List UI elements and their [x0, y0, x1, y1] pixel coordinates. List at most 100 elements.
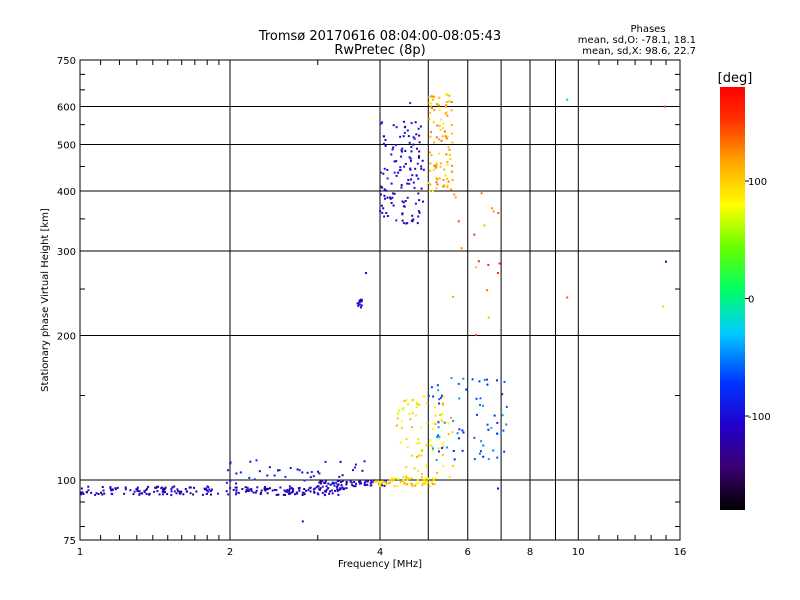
data-point	[102, 489, 105, 492]
y-tick-label: 75	[63, 536, 76, 547]
data-point	[382, 172, 385, 175]
data-point	[418, 199, 421, 202]
colorbar-ticks: 100 0 -100	[745, 177, 771, 423]
data-point	[445, 137, 448, 140]
data-point	[147, 485, 150, 488]
data-point	[433, 95, 436, 98]
data-point	[383, 484, 386, 487]
data-point	[386, 177, 389, 180]
data-point	[446, 185, 449, 188]
data-point	[496, 421, 499, 424]
data-point	[401, 427, 403, 430]
data-point	[486, 289, 488, 292]
data-point	[460, 247, 463, 250]
data-point	[417, 438, 420, 441]
data-point	[479, 450, 482, 453]
data-point	[331, 492, 334, 495]
data-point	[415, 414, 418, 417]
data-point	[136, 488, 139, 491]
data-point	[239, 471, 242, 474]
y-axis-label: Stationary phase Virtual Height [km]	[40, 208, 51, 392]
data-point	[496, 432, 499, 435]
data-point	[124, 486, 127, 489]
data-point	[379, 193, 382, 196]
data-point	[322, 481, 325, 484]
data-point	[301, 471, 304, 474]
data-point	[235, 491, 238, 494]
data-point	[410, 146, 413, 148]
data-point	[275, 494, 278, 496]
data-point	[465, 388, 468, 391]
data-point	[405, 438, 408, 441]
data-point	[415, 401, 418, 404]
data-point	[393, 160, 396, 163]
data-point	[440, 447, 443, 450]
data-point	[278, 469, 281, 472]
data-point	[296, 468, 299, 471]
data-point	[313, 487, 316, 490]
data-point	[448, 94, 451, 97]
data-point	[329, 483, 332, 486]
data-point	[163, 487, 165, 490]
data-point	[317, 470, 319, 473]
data-point	[246, 486, 249, 489]
data-point	[448, 148, 451, 151]
data-point	[426, 422, 429, 425]
data-point	[337, 489, 340, 491]
data-point	[273, 488, 276, 491]
data-point	[431, 189, 434, 192]
data-point	[497, 272, 499, 274]
data-point	[341, 486, 344, 489]
data-point	[409, 482, 412, 485]
data-point	[259, 493, 262, 495]
data-point	[482, 455, 485, 458]
data-point	[184, 488, 187, 490]
data-point	[430, 95, 433, 98]
data-point	[407, 135, 410, 138]
data-point	[250, 488, 253, 491]
data-point	[503, 450, 506, 453]
data-point	[235, 472, 238, 475]
data-point	[271, 489, 274, 492]
data-point	[420, 167, 423, 170]
data-point	[391, 148, 394, 151]
data-point	[401, 219, 404, 222]
data-point	[457, 382, 460, 385]
data-point	[430, 105, 433, 108]
data-point	[419, 125, 422, 128]
data-point	[339, 460, 342, 463]
data-point	[438, 152, 441, 155]
data-point	[244, 490, 247, 493]
data-point	[337, 493, 340, 496]
data-point	[486, 423, 489, 426]
data-point	[402, 201, 405, 204]
data-point	[491, 207, 494, 210]
data-point	[431, 481, 434, 484]
data-point	[266, 474, 269, 477]
data-point	[413, 467, 416, 470]
data-point	[373, 479, 375, 482]
data-point	[229, 487, 232, 490]
data-point	[441, 135, 444, 138]
data-point	[292, 490, 295, 493]
data-point	[411, 214, 414, 217]
data-point	[378, 482, 381, 484]
data-point	[123, 492, 126, 495]
data-point	[429, 162, 432, 165]
x-tick-label: 8	[527, 547, 533, 558]
data-point	[448, 153, 451, 156]
data-point	[301, 520, 304, 523]
data-point	[436, 177, 439, 180]
data-point	[171, 486, 174, 489]
data-point	[153, 490, 155, 493]
data-point	[426, 481, 429, 484]
data-point	[385, 189, 388, 192]
data-point	[436, 436, 438, 439]
data-point	[444, 112, 447, 115]
data-point	[301, 494, 304, 496]
data-point	[379, 171, 382, 174]
data-point	[444, 174, 447, 177]
data-point	[438, 177, 441, 180]
data-point	[428, 189, 431, 192]
data-point	[445, 100, 448, 103]
